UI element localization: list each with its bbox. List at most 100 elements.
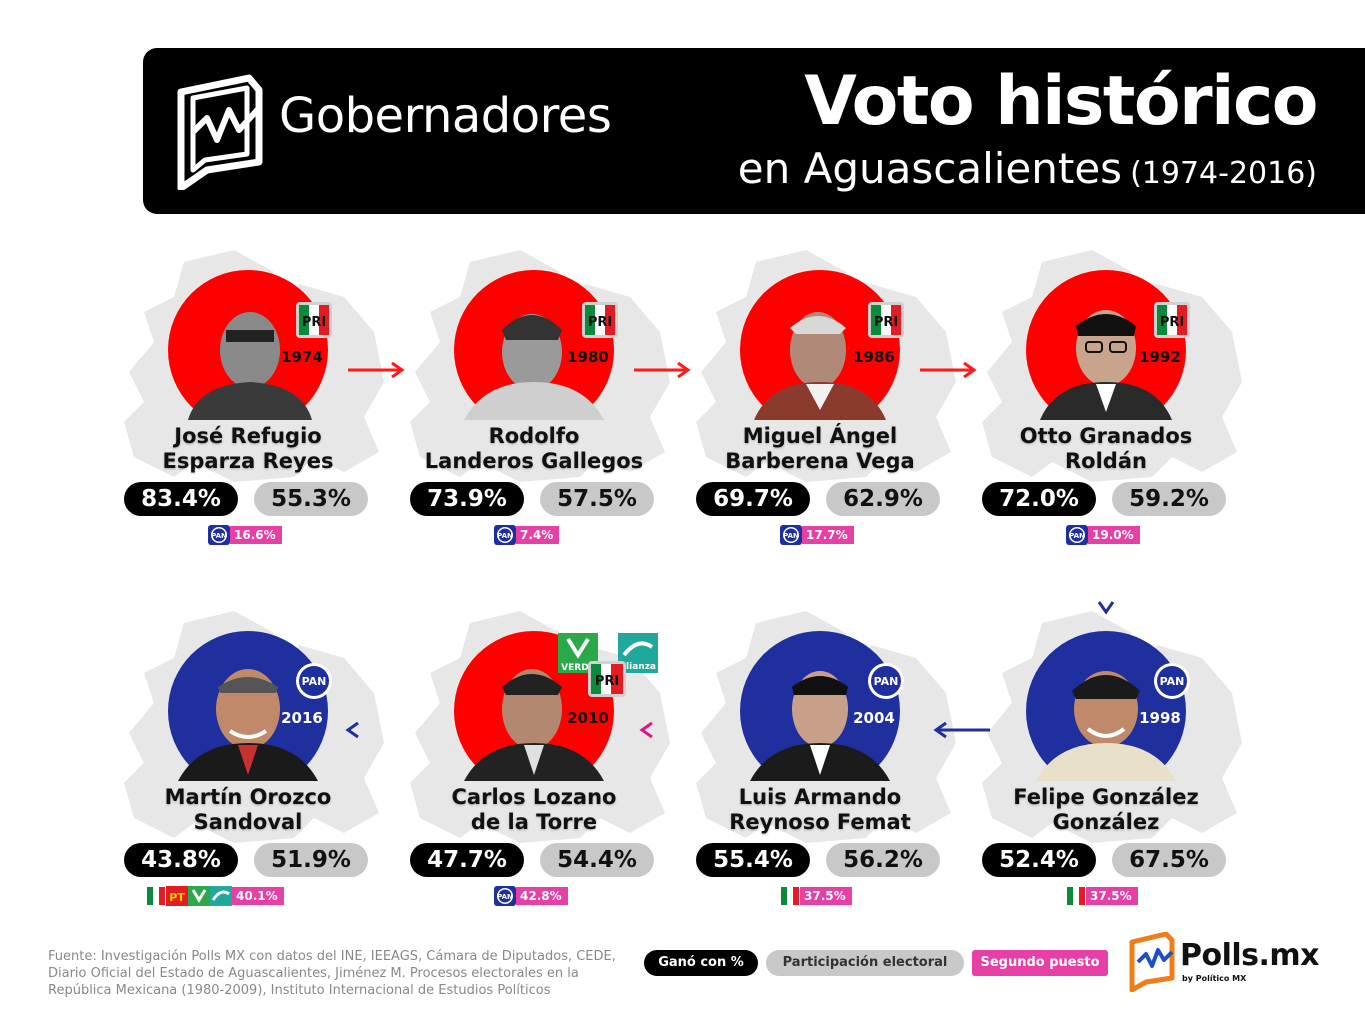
governor-photo: [740, 290, 900, 420]
governor-photo: [1026, 290, 1186, 420]
svg-text:alianza: alianza: [620, 662, 656, 672]
svg-text:PAN: PAN: [497, 532, 513, 540]
second-place: PAN 19.0%: [1066, 525, 1140, 545]
pri-logo-icon: [781, 887, 799, 905]
svg-text:PRI: PRI: [302, 315, 326, 330]
second-place-percent: 7.4%: [516, 526, 560, 544]
alianza-logo-icon: [210, 886, 232, 906]
brand-logo: Polls.mx by Político MX: [1128, 932, 1328, 992]
governor-card: VERDE alianza PRI 2010 Carlos Lozano de l…: [410, 611, 670, 953]
participation-percent: 54.4%: [540, 843, 654, 877]
governor-photo: [454, 651, 614, 781]
second-place: PAN 16.6%: [208, 525, 282, 545]
governor-name: Otto Granados Roldán: [982, 424, 1230, 474]
second-place-percent: 40.1%: [232, 887, 284, 905]
svg-text:PAN: PAN: [783, 532, 799, 540]
brand-name: Polls.mx: [1180, 938, 1320, 973]
governor-card: PAN 2004 Luis Armando Reynoso Femat 55.4%…: [696, 611, 956, 953]
election-year: 1998: [1139, 709, 1181, 727]
won-percent: 83.4%: [124, 482, 238, 516]
governor-photo: [1026, 651, 1186, 781]
pri-logo-icon: PRI: [588, 661, 626, 697]
governor-photo: [740, 651, 900, 781]
participation-percent: 67.5%: [1112, 843, 1226, 877]
governor-name: Miguel Ángel Barberena Vega: [696, 424, 944, 474]
name-line1: Rodolfo: [488, 424, 580, 448]
participation-percent: 55.3%: [254, 482, 368, 516]
subtitle-state: en Aguascalientes: [737, 144, 1123, 193]
polls-chart-logo-icon: [177, 74, 263, 190]
won-percent: 72.0%: [982, 482, 1096, 516]
arrow-left-icon: [639, 721, 696, 739]
pan-logo-icon: PAN: [494, 886, 516, 906]
pri-logo-icon: PRI: [296, 302, 332, 338]
section-label: Gobernadores: [279, 88, 612, 144]
second-place: PAN 42.8%: [494, 886, 568, 906]
won-percent: 55.4%: [696, 843, 810, 877]
won-percent: 69.7%: [696, 482, 810, 516]
participation-percent: 51.9%: [254, 843, 368, 877]
governor-card: PAN 2016 Martín Orozco Sandoval 43.8% 51.…: [124, 611, 384, 953]
brand-sub: by Político MX: [1182, 974, 1247, 983]
pan-logo-icon: PAN: [1066, 525, 1088, 545]
participation-percent: 62.9%: [826, 482, 940, 516]
legend-participation: Participación electoral: [766, 950, 964, 976]
won-percent: 43.8%: [124, 843, 238, 877]
election-year: 1974: [281, 348, 323, 366]
svg-text:PT: PT: [169, 891, 185, 904]
arrow-down-icon: [1097, 548, 1115, 615]
name-line2: de la Torre: [470, 810, 598, 834]
verde-logo-icon: [188, 886, 210, 906]
won-percent: 52.4%: [982, 843, 1096, 877]
name-line2: Barberena Vega: [725, 449, 915, 473]
arrow-right-icon: [348, 361, 405, 379]
name-line2: González: [1052, 810, 1160, 834]
subtitle-years: (1974-2016): [1130, 156, 1317, 191]
legend-second-place: Segundo puesto: [972, 950, 1108, 976]
pan-logo-icon: PAN: [868, 663, 904, 699]
arrow-right-icon: [634, 361, 691, 379]
svg-text:PRI: PRI: [588, 315, 612, 330]
second-place: PT 40.1%: [146, 886, 284, 906]
second-place: PAN 7.4%: [494, 525, 560, 545]
svg-text:PAN: PAN: [1160, 675, 1185, 688]
pan-logo-icon: PAN: [296, 663, 332, 699]
second-place-percent: 19.0%: [1088, 526, 1140, 544]
page-subtitle: en Aguascalientes (1974-2016): [738, 144, 1317, 193]
governor-name: José Refugio Esparza Reyes: [124, 424, 372, 474]
pan-logo-icon: PAN: [208, 525, 230, 545]
pri-logo-icon: PRI: [582, 302, 618, 338]
second-place-percent: 42.8%: [516, 887, 568, 905]
page-title: Voto histórico: [804, 62, 1318, 141]
governor-photo: [168, 290, 328, 420]
participation-percent: 59.2%: [1112, 482, 1226, 516]
svg-text:PRI: PRI: [595, 674, 619, 689]
svg-text:VERDE: VERDE: [561, 663, 595, 673]
election-year: 1980: [567, 348, 609, 366]
arrow-left-icon: [933, 721, 990, 739]
governor-card: PRI 1980 Rodolfo Landeros Gallegos 73.9% …: [410, 250, 670, 592]
election-year: 2016: [281, 709, 323, 727]
name-line1: Luis Armando: [738, 785, 902, 809]
name-line1: José Refugio: [174, 424, 322, 448]
name-line1: Otto Granados: [1019, 424, 1193, 448]
election-year: 1986: [853, 348, 895, 366]
arrow-left-icon: [345, 721, 402, 739]
second-place-percent: 17.7%: [802, 526, 854, 544]
governor-photo: [454, 290, 614, 420]
legend-won: Ganó con %: [644, 950, 758, 976]
second-place-percent: 37.5%: [800, 887, 852, 905]
participation-percent: 56.2%: [826, 843, 940, 877]
governor-name: Rodolfo Landeros Gallegos: [410, 424, 658, 474]
coalition-logos: VERDE alianza PRI: [558, 633, 658, 697]
governor-name: Felipe González González: [982, 785, 1230, 835]
pri-logo-icon: PRI: [1154, 302, 1190, 338]
name-line1: Felipe González: [1013, 785, 1199, 809]
svg-text:PRI: PRI: [874, 315, 898, 330]
name-line2: Reynoso Femat: [729, 810, 911, 834]
polls-brand-icon: [1129, 932, 1175, 992]
governor-name: Carlos Lozano de la Torre: [410, 785, 658, 835]
svg-text:PAN: PAN: [211, 532, 227, 540]
governor-name: Martín Orozco Sandoval: [124, 785, 372, 835]
second-place-percent: 16.6%: [230, 526, 282, 544]
